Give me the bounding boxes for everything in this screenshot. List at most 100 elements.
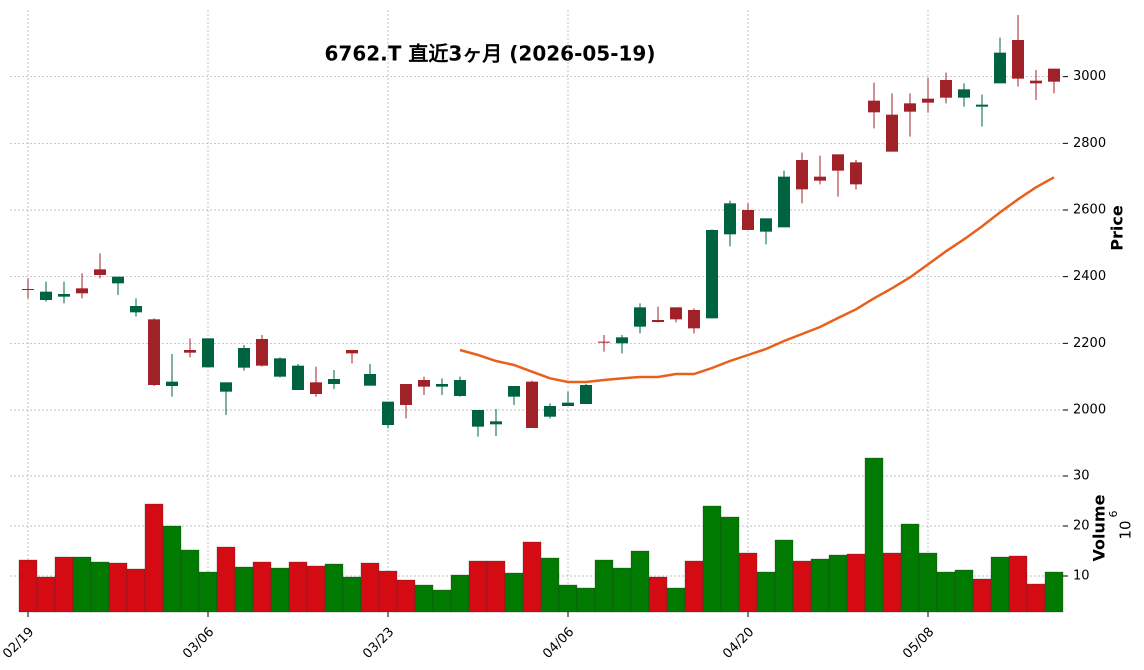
candle-body bbox=[490, 421, 502, 425]
y-tick-label: 2200 bbox=[1073, 336, 1106, 351]
volume-bar bbox=[36, 576, 56, 613]
x-tick-label: 03/06 bbox=[180, 625, 217, 662]
candle-body bbox=[310, 382, 322, 394]
candle-body bbox=[58, 294, 70, 297]
candle-body bbox=[886, 114, 898, 152]
candle-body bbox=[580, 385, 592, 404]
volume-bar bbox=[90, 561, 110, 613]
volume-bar bbox=[702, 505, 722, 613]
candle-body bbox=[454, 380, 466, 396]
volume-bar bbox=[972, 578, 992, 613]
volume-bar bbox=[738, 552, 758, 613]
volume-bar bbox=[396, 579, 416, 613]
candle-body bbox=[742, 210, 754, 230]
candle-body bbox=[814, 176, 826, 181]
volume-bar bbox=[846, 553, 866, 613]
candle-body bbox=[274, 358, 286, 377]
candle-body bbox=[1048, 68, 1060, 82]
candle-body bbox=[256, 339, 268, 366]
volume-bar bbox=[684, 560, 704, 613]
y-tick-label: 20 bbox=[1073, 519, 1090, 534]
volume-bar bbox=[810, 558, 830, 613]
volume-bar bbox=[540, 557, 560, 613]
volume-bar bbox=[612, 567, 632, 613]
volume-bar bbox=[882, 552, 902, 613]
candle-body bbox=[940, 80, 952, 98]
candle-body bbox=[346, 350, 358, 354]
candle-body bbox=[562, 402, 574, 406]
y-tick-label: 2600 bbox=[1073, 203, 1106, 218]
volume-bar bbox=[900, 523, 920, 613]
volume-bar bbox=[666, 587, 686, 613]
volume-bar bbox=[954, 569, 974, 613]
candle-body bbox=[364, 374, 376, 386]
candle-body bbox=[436, 384, 448, 387]
candle-body bbox=[22, 289, 34, 290]
candle-body bbox=[112, 276, 124, 284]
volume-bar bbox=[594, 559, 614, 613]
y-tick-label: 2400 bbox=[1073, 269, 1106, 284]
volume-bar bbox=[720, 516, 740, 613]
volume-bar bbox=[522, 541, 542, 613]
volume-bar bbox=[828, 554, 848, 613]
volume-bar bbox=[252, 561, 272, 613]
candle-body bbox=[724, 203, 736, 235]
volume-bar bbox=[450, 574, 470, 613]
volume-bar bbox=[774, 539, 794, 613]
x-tick-label: 03/23 bbox=[360, 625, 397, 662]
x-tick-label: 04/06 bbox=[540, 625, 577, 662]
candle-body bbox=[1012, 40, 1024, 79]
candle-body bbox=[922, 98, 934, 103]
candle-body bbox=[202, 338, 214, 368]
volume-bar bbox=[756, 571, 776, 613]
candle-body bbox=[832, 154, 844, 171]
candle-body bbox=[94, 269, 106, 275]
candle-body bbox=[904, 103, 916, 112]
candle-body bbox=[238, 348, 250, 368]
volume-bar bbox=[1044, 571, 1064, 613]
candle-body bbox=[598, 341, 610, 343]
volume-bar bbox=[342, 576, 362, 613]
candle-body bbox=[688, 310, 700, 329]
candle-body bbox=[778, 176, 790, 228]
volume-bar bbox=[918, 552, 938, 613]
volume-bar bbox=[468, 560, 488, 613]
candle-body bbox=[652, 320, 664, 322]
x-tick-label: 04/20 bbox=[720, 625, 757, 662]
y-tick-label: 10 bbox=[1073, 569, 1090, 584]
candle-body bbox=[796, 160, 808, 190]
candle-body bbox=[670, 307, 682, 320]
candle-body bbox=[148, 319, 160, 385]
candle-body bbox=[544, 406, 556, 417]
volume-bar bbox=[630, 550, 650, 613]
candle-body bbox=[166, 381, 178, 386]
volume-bar bbox=[198, 571, 218, 613]
y-tick-label: 30 bbox=[1073, 469, 1090, 484]
volume-bar bbox=[414, 584, 434, 613]
candle-body bbox=[706, 230, 718, 319]
candle-body bbox=[472, 410, 484, 427]
candle-body bbox=[328, 379, 340, 384]
x-tick-label: 05/08 bbox=[900, 625, 937, 662]
candle-body bbox=[292, 365, 304, 390]
volume-bar bbox=[144, 503, 164, 613]
candle-body bbox=[418, 380, 430, 387]
volume-bar bbox=[936, 571, 956, 613]
volume-multiplier: 10 bbox=[1117, 520, 1135, 539]
volume-bar bbox=[180, 549, 200, 613]
volume-bar bbox=[54, 556, 74, 613]
volume-bar bbox=[504, 572, 524, 613]
volume-bar bbox=[1026, 583, 1046, 613]
chart-title: 6762.T 直近3ヶ月 (2026-05-19) bbox=[325, 42, 656, 66]
candle-body bbox=[382, 401, 394, 425]
candle-body bbox=[850, 162, 862, 185]
volume-bar bbox=[648, 576, 668, 613]
volume-bar bbox=[306, 565, 326, 613]
candle-body bbox=[634, 307, 646, 327]
candle-body bbox=[976, 104, 988, 107]
volume-bar bbox=[486, 560, 506, 613]
volume-axis-label: Volume bbox=[1090, 494, 1109, 561]
candle-body bbox=[76, 288, 88, 294]
candle-body bbox=[130, 306, 142, 313]
